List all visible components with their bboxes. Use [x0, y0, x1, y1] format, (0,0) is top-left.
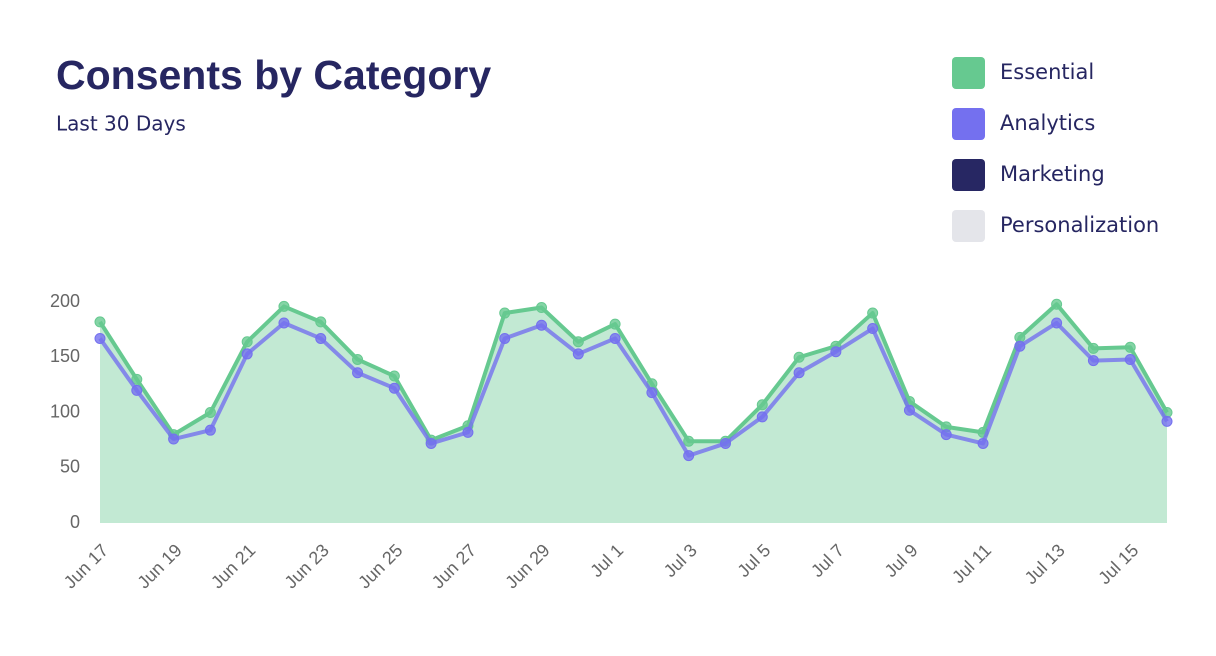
x-tick-label: Jul 11 [948, 540, 995, 587]
point [1087, 355, 1099, 367]
point [646, 387, 658, 399]
y-tick-label: 50 [60, 457, 80, 477]
point [204, 407, 216, 418]
point [352, 353, 364, 365]
point [1124, 341, 1136, 353]
point [1014, 340, 1026, 352]
point [536, 319, 548, 331]
x-tick-label: Jun 21 [207, 540, 259, 592]
point [793, 367, 805, 379]
x-tick-label: Jul 7 [807, 540, 848, 581]
point [609, 332, 621, 344]
legend-label: Analytics [1000, 111, 1095, 135]
point [1161, 415, 1173, 427]
point [572, 348, 584, 360]
point [94, 316, 106, 328]
point [241, 348, 253, 360]
x-tick-label: Jun 25 [354, 540, 406, 592]
point [977, 437, 989, 449]
x-tick-label: Jun 27 [428, 540, 480, 592]
point [756, 411, 768, 423]
point [315, 316, 327, 328]
point [131, 373, 143, 385]
line [98, 302, 1169, 444]
legend-swatch [952, 57, 985, 89]
x-tick-label: Jul 13 [1021, 540, 1069, 588]
legend-swatch [952, 210, 985, 242]
legend-swatch [952, 159, 985, 191]
legend-swatch [952, 108, 985, 140]
point [388, 382, 400, 394]
y-tick-label: 200 [50, 291, 80, 311]
point [683, 435, 695, 447]
point [683, 450, 695, 462]
line [98, 320, 1169, 458]
x-tick-label: Jun 19 [133, 540, 185, 592]
chart-title: Consents by Category [56, 52, 491, 98]
point [536, 302, 548, 314]
x-tick-label: Jun 29 [501, 540, 553, 592]
point [241, 336, 253, 348]
legend-label: Essential [1000, 60, 1094, 84]
y-tick-label: 100 [50, 401, 80, 421]
point [830, 346, 842, 358]
point [867, 323, 879, 335]
x-tick-label: Jun 23 [281, 540, 333, 592]
x-tick-label: Jul 9 [881, 540, 922, 581]
x-tick-label: Jun 17 [60, 540, 112, 592]
point [131, 384, 143, 396]
point [1051, 298, 1063, 310]
point [609, 318, 621, 330]
x-tick-label: Jul 3 [660, 540, 701, 581]
x-tick-label: Jul 1 [586, 540, 627, 581]
point [867, 307, 879, 319]
point [278, 317, 290, 329]
point [1124, 353, 1136, 365]
point [1087, 342, 1099, 354]
x-tick-label: Jul 15 [1094, 540, 1142, 588]
point [499, 307, 511, 319]
point [278, 300, 290, 312]
point [940, 429, 952, 441]
point [462, 426, 474, 438]
x-tick-label: Jul 5 [733, 540, 774, 581]
point [756, 399, 768, 411]
point [903, 404, 915, 416]
point [793, 351, 805, 363]
point [352, 367, 364, 379]
point [719, 437, 731, 449]
point [94, 332, 106, 344]
point [315, 332, 327, 344]
point [425, 437, 437, 449]
point [204, 424, 216, 436]
point [168, 433, 180, 445]
point [572, 336, 584, 348]
point [388, 370, 400, 382]
point [499, 332, 511, 344]
legend-label: Marketing [1000, 162, 1105, 186]
y-tick-label: 0 [70, 512, 80, 532]
y-tick-label: 150 [50, 346, 80, 366]
point [1051, 317, 1063, 329]
chart-subtitle: Last 30 Days [56, 112, 186, 136]
legend-label: Personalization [1000, 213, 1159, 237]
area [100, 304, 1167, 523]
